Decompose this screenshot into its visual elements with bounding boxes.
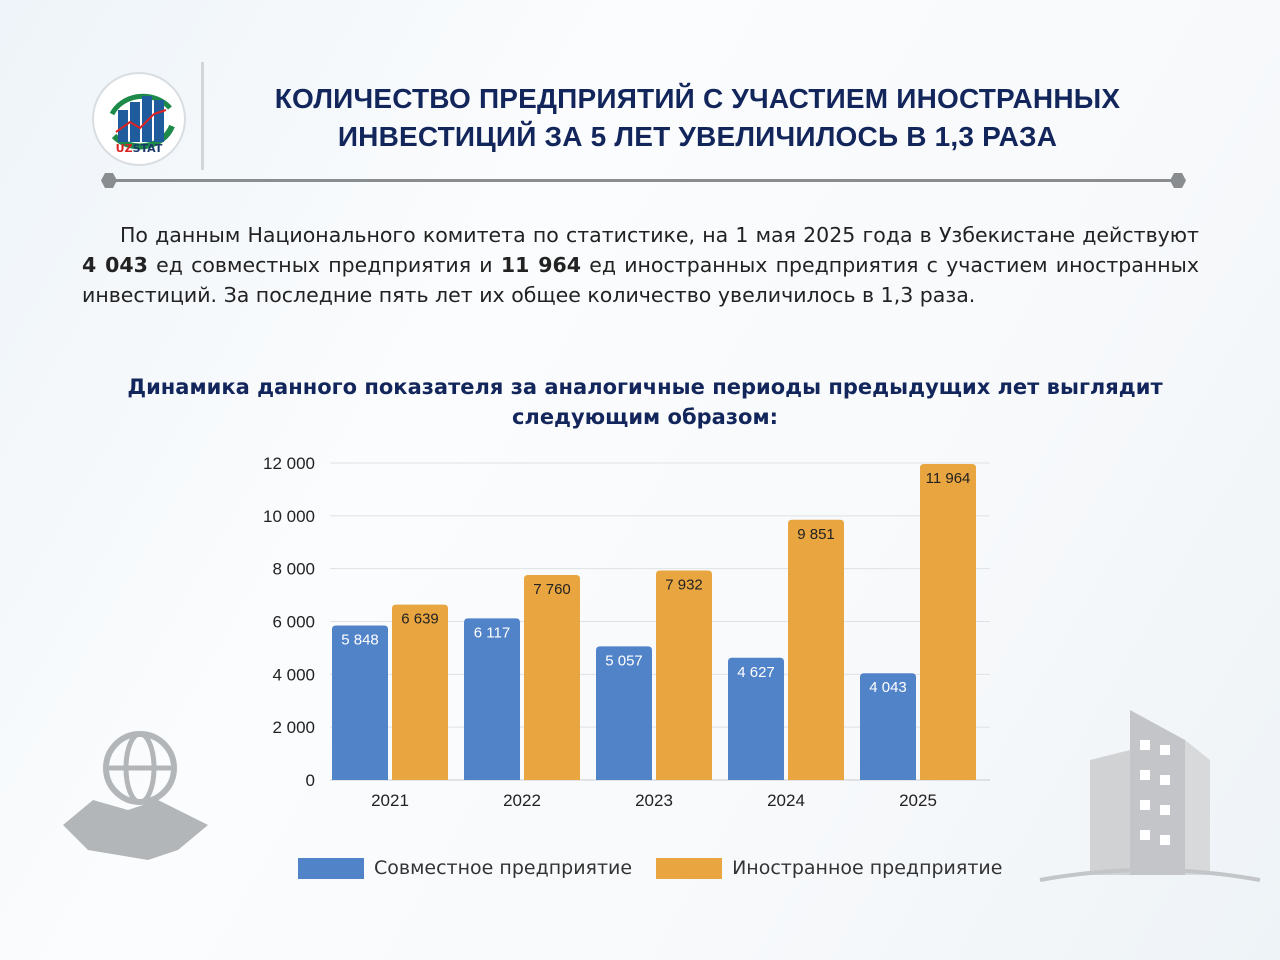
bar-joint bbox=[860, 673, 916, 780]
header-rule bbox=[110, 179, 1180, 182]
bar-foreign bbox=[920, 463, 976, 780]
bar-joint bbox=[332, 625, 388, 780]
divider bbox=[201, 62, 204, 170]
legend-label-joint: Совместное предприятие bbox=[374, 857, 633, 879]
data-label: 4 043 bbox=[869, 679, 907, 696]
bar-foreign bbox=[656, 570, 712, 780]
building-icon bbox=[1039, 710, 1261, 882]
chart-subtitle: Динамика данного показателя за аналогичн… bbox=[127, 375, 1163, 429]
title-line-1: КОЛИЧЕСТВО ПРЕДПРИЯТИЙ С УЧАСТИЕМ ИНОСТР… bbox=[274, 83, 1121, 114]
y-tick-label: 4 000 bbox=[272, 665, 315, 684]
data-label: 4 627 bbox=[737, 664, 775, 681]
summary-paragraph: По данным Национального комитета по стат… bbox=[82, 223, 1199, 307]
bar-foreign bbox=[524, 575, 580, 780]
title-line-2: ИНВЕСТИЦИЙ ЗА 5 ЛЕТ УВЕЛИЧИЛОСЬ В 1,3 РА… bbox=[337, 121, 1058, 152]
y-tick-label: 12 000 bbox=[263, 454, 315, 473]
legend-label-foreign: Иностранное предприятие bbox=[732, 857, 1003, 879]
x-tick-label: 2025 bbox=[899, 791, 937, 810]
y-tick-label: 10 000 bbox=[263, 507, 315, 526]
bar-joint bbox=[728, 657, 784, 780]
x-tick-label: 2024 bbox=[767, 791, 805, 810]
x-tick-label: 2022 bbox=[503, 791, 541, 810]
y-tick-label: 2 000 bbox=[272, 718, 315, 737]
bar-foreign bbox=[788, 519, 844, 780]
x-tick-label: 2021 bbox=[371, 791, 409, 810]
data-label: 11 964 bbox=[926, 470, 971, 487]
chart-legend: Совместное предприятие Иностранное предп… bbox=[298, 857, 1002, 879]
bar-joint bbox=[464, 618, 520, 780]
data-label: 9 851 bbox=[797, 526, 835, 543]
uzstat-logo: UZSTAT bbox=[92, 72, 186, 166]
x-tick-label: 2023 bbox=[635, 791, 673, 810]
y-tick-label: 6 000 bbox=[272, 613, 315, 632]
logo-chart-icon bbox=[109, 93, 175, 150]
bar-joint bbox=[596, 646, 652, 780]
globe-handshake-icon bbox=[63, 731, 208, 860]
data-label: 7 760 bbox=[533, 581, 571, 598]
rule-end-left bbox=[101, 173, 117, 188]
data-label: 6 639 bbox=[401, 611, 439, 628]
data-label: 5 848 bbox=[341, 632, 379, 649]
legend-swatch-foreign bbox=[656, 857, 723, 879]
y-tick-label: 8 000 bbox=[272, 560, 315, 579]
data-label: 7 932 bbox=[665, 576, 703, 593]
legend-swatch-joint bbox=[298, 857, 364, 879]
data-label: 6 117 bbox=[474, 624, 510, 641]
rule-end-right bbox=[1170, 173, 1186, 188]
bar-foreign bbox=[392, 604, 448, 780]
logo-text: UZSTAT bbox=[115, 142, 163, 155]
page-title: КОЛИЧЕСТВО ПРЕДПРИЯТИЙ С УЧАСТИЕМ ИНОСТР… bbox=[210, 80, 1185, 156]
y-tick-label: 0 bbox=[306, 771, 315, 790]
data-label: 5 057 bbox=[605, 652, 643, 669]
